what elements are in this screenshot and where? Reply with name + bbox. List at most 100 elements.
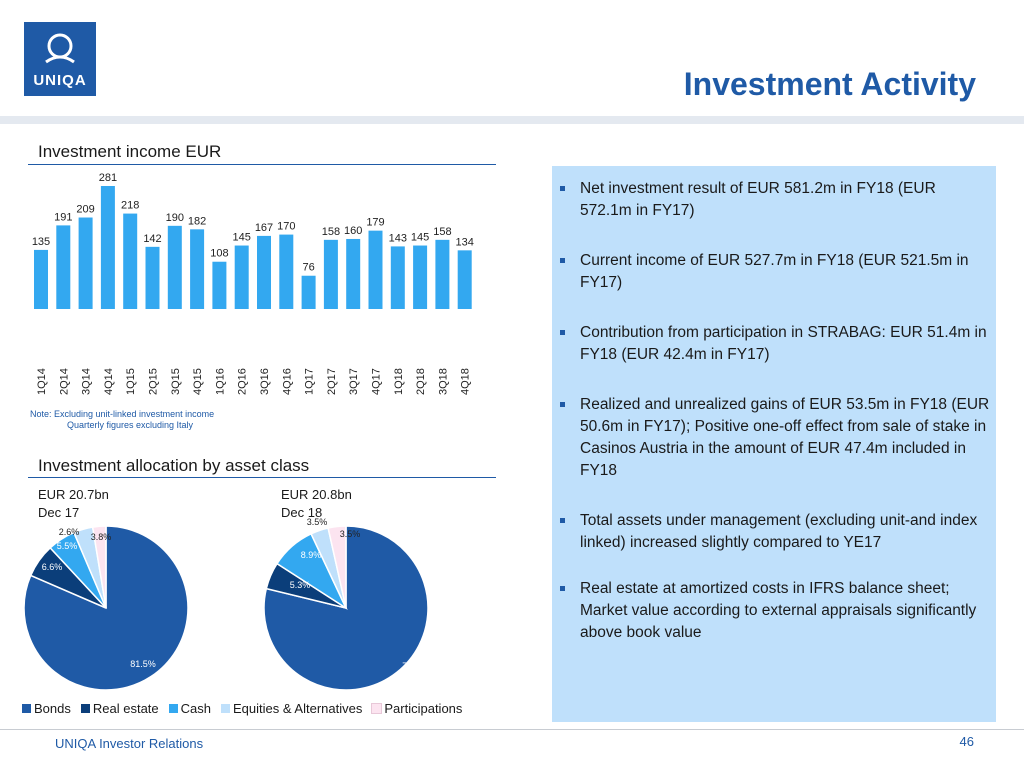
bullet-item: Real estate at amortized costs in IFRS b… [560, 578, 990, 644]
x-tick-label: 1Q17 [304, 368, 316, 395]
x-tick-label: 3Q16 [259, 368, 271, 395]
bar-3Q18 [435, 239, 450, 309]
pie-value-label: 8.9% [301, 550, 322, 560]
bullet-text: Real estate at amortized costs in IFRS b… [580, 580, 977, 641]
bar-value-label: 281 [99, 172, 117, 184]
pie-value-label: 3.5% [307, 517, 328, 527]
legend-label: Bonds [34, 701, 71, 716]
legend-swatch [80, 704, 90, 713]
chart-note: Note: Excluding unit-linked investment i… [30, 409, 214, 431]
bullet-text: Current income of EUR 527.7m in FY18 (EU… [580, 252, 969, 291]
bar-value-label: 182 [188, 215, 206, 227]
bar-2Q17 [323, 239, 338, 309]
legend-item: Bonds [22, 701, 71, 716]
bullet-item: Net investment result of EUR 581.2m in F… [560, 178, 990, 222]
commentary-panel: Net investment result of EUR 581.2m in F… [552, 166, 996, 722]
header-band [0, 116, 1024, 124]
bullet-text: Total assets under management (excluding… [580, 512, 978, 551]
bar-1Q18 [390, 246, 405, 309]
bar-3Q17 [346, 238, 361, 309]
bar-2Q14 [56, 225, 71, 309]
uniqa-logo: UNIQA [24, 22, 96, 96]
note-line-2: Quarterly figures excluding Italy [67, 420, 194, 430]
x-tick-label: 4Q14 [103, 368, 115, 395]
pie-right-amount: EUR 20.8bn [281, 487, 352, 502]
legend-swatch [22, 704, 31, 713]
bullet-square-icon [560, 258, 565, 263]
bullet-square-icon [560, 402, 565, 407]
pie-legend: Bonds Real estate Cash Equities & Alternati… [22, 701, 466, 716]
bar-chart-rule [28, 164, 496, 165]
bullet-text: Net investment result of EUR 581.2m in F… [580, 180, 936, 219]
legend-label: Participations [384, 701, 463, 716]
legend-item: Cash [168, 701, 211, 716]
bar-value-label: 160 [344, 225, 362, 237]
x-tick-label: 1Q15 [125, 368, 137, 395]
bar-value-label: 209 [76, 204, 94, 216]
pie-right-date: Dec 18 [281, 505, 323, 520]
bar-value-label: 135 [32, 236, 50, 248]
bar-4Q14 [100, 186, 115, 309]
x-tick-label: 4Q18 [460, 368, 472, 395]
x-tick-label: 4Q17 [371, 368, 383, 395]
bar-value-label: 145 [411, 232, 429, 244]
x-tick-label: 1Q14 [36, 368, 48, 395]
bar-4Q16 [279, 234, 294, 309]
x-tick-label: 1Q16 [214, 368, 226, 395]
pie-left-header: EUR 20.7bn Dec 17 [38, 486, 109, 522]
legend-swatch [168, 704, 178, 713]
pie-value-label: 5.5% [57, 541, 78, 551]
pie-value-label: 3.8% [91, 532, 112, 542]
x-tick-label: 3Q14 [81, 368, 93, 395]
x-tick-label: 3Q15 [170, 368, 182, 395]
bullet-square-icon [560, 186, 565, 191]
pie-value-label: 6.6% [42, 562, 63, 572]
footer-label: UNIQA Investor Relations [55, 736, 204, 751]
pie-value-label: 5.3% [290, 580, 311, 590]
bar-value-label: 158 [433, 226, 451, 238]
bar-2Q15 [145, 246, 160, 309]
bullet-square-icon [560, 518, 565, 523]
bar-value-label: 142 [143, 233, 161, 245]
x-tick-label: 3Q17 [348, 368, 360, 395]
legend-item: Equities & Alternatives [221, 701, 362, 716]
bar-3Q14 [78, 217, 93, 309]
bar-value-label: 143 [389, 232, 407, 244]
bar-value-label: 134 [456, 236, 474, 248]
legend-label: Cash [180, 701, 211, 716]
x-tick-label: 4Q15 [192, 368, 204, 395]
investment-income-bar-chart: 135 1Q14 191 2Q14 209 3Q14 281 4Q14 218 1Q15 142 2Q… [32, 172, 474, 395]
bullet-item: Total assets under management (excluding… [560, 510, 990, 554]
pie-left-date: Dec 17 [38, 505, 80, 520]
bar-1Q15 [123, 213, 138, 309]
pie-slice-participations [91, 525, 107, 609]
legend-swatch [221, 704, 230, 713]
x-tick-label: 4Q16 [281, 368, 293, 395]
bullet-square-icon [560, 586, 565, 591]
note-line-1: Note: Excluding unit-linked investment i… [30, 409, 215, 419]
bar-value-label: 145 [233, 232, 251, 244]
legend-label: Real estate [92, 701, 159, 716]
bar-4Q17 [368, 230, 383, 309]
legend-label: Equities & Alternatives [233, 701, 363, 716]
bar-value-label: 76 [302, 262, 314, 274]
bullet-text: Realized and unrealized gains of EUR 53.… [580, 396, 990, 479]
x-tick-label: 2Q16 [237, 368, 249, 395]
legend-item: Participations [371, 701, 463, 716]
pie-left-amount: EUR 20.7bn [38, 487, 109, 502]
bar-1Q16 [212, 261, 227, 309]
pie-slice-participations [327, 525, 347, 609]
bar-3Q15 [167, 225, 182, 309]
x-tick-label: 3Q18 [437, 368, 449, 395]
bar-value-label: 190 [166, 212, 184, 224]
bar-value-label: 158 [322, 226, 340, 238]
bar-2Q16 [234, 245, 249, 309]
bar-chart-title: Investment income EUR [38, 142, 222, 161]
x-tick-label: 2Q14 [58, 368, 70, 395]
legend-swatch [371, 703, 383, 714]
legend-item: Real estate [80, 701, 159, 716]
bar-2Q18 [413, 245, 428, 309]
bar-4Q18 [457, 250, 472, 309]
x-tick-label: 2Q15 [148, 368, 160, 395]
allocation-pie-dec17: 81.5% 6.6% 5.5% 3.8% 2.6% [23, 525, 189, 691]
